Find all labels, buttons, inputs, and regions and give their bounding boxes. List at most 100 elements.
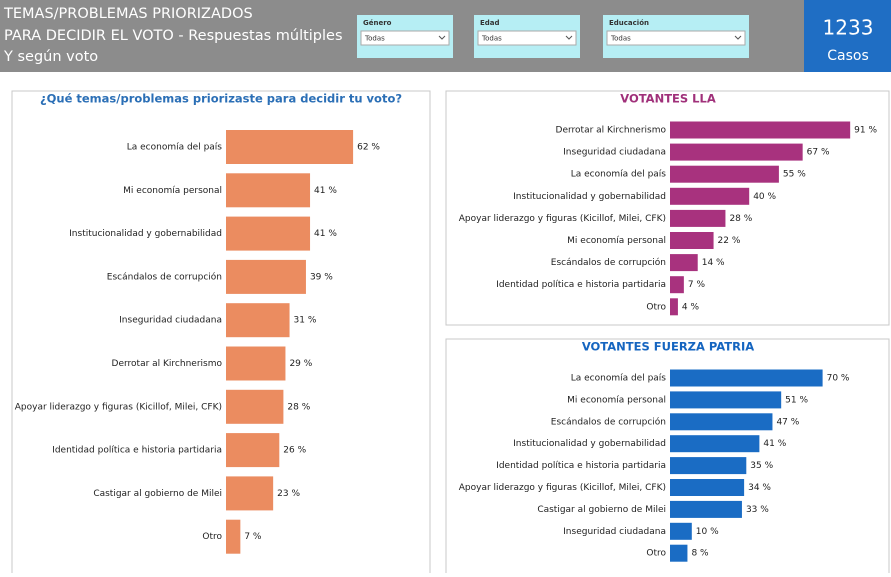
bar [670,143,803,161]
dropdown-value: Todas [364,35,385,43]
bar [226,216,311,251]
bar [226,173,311,208]
value-label: 28 % [729,214,752,224]
value-label: 14 % [702,258,725,268]
kpi-label: Casos [827,48,869,64]
category-label: Otro [646,549,666,559]
category-label: Derrotar al Kirchnerismo [556,126,667,136]
bar [670,165,779,183]
category-label: Apoyar liderazgo y figuras (Kicillof, Mi… [459,214,666,224]
dropdown-value: Todas [481,35,502,43]
bar [670,435,760,453]
bar [670,232,714,249]
category-label: La economía del país [127,143,223,153]
category-label: Identidad política e historia partidaria [496,280,666,290]
value-label: 41 % [314,186,337,196]
header-title: Y según voto [3,49,98,65]
dropdown[interactable] [606,30,746,46]
category-label: Mi economía personal [567,236,666,246]
category-label: Institucionalidad y gobernabilidad [513,439,666,449]
chart-title: VOTANTES LLA [620,92,716,106]
bar [226,389,284,424]
category-label: Castigar al gobierno de Milei [537,505,666,515]
filter-label: Género [363,19,392,27]
header-title: PARA DECIDIR EL VOTO - Respuestas múltip… [4,28,343,44]
value-label: 26 % [283,446,306,456]
category-label: Otro [646,302,666,312]
category-label: Identidad política e historia partidaria [52,446,222,456]
header-title: TEMAS/PROBLEMAS PRIORIZADOS [3,6,253,22]
kpi-card [804,0,891,72]
category-label: Inseguridad ciudadana [119,316,222,326]
value-label: 23 % [277,489,300,499]
value-label: 51 % [785,395,808,405]
bar [226,259,306,294]
category-label: Otro [202,532,222,542]
value-label: 28 % [287,402,310,412]
bar [670,187,750,205]
chart-title: ¿Qué temas/problemas priorizaste para de… [40,92,402,106]
category-label: Inseguridad ciudadana [563,527,666,537]
value-label: 31 % [294,316,317,326]
bar [670,413,773,431]
value-label: 8 % [691,549,709,559]
value-label: 7 % [244,532,262,542]
value-label: 40 % [753,192,776,202]
dropdown-chevron [438,35,446,40]
category-label: Institucionalidad y gobernabilidad [69,229,222,239]
value-label: 55 % [783,170,806,180]
value-label: 22 % [718,236,741,246]
bar [670,121,851,139]
category-label: Inseguridad ciudadana [563,148,666,158]
bar [226,476,274,511]
dropdown-value: Todas [610,35,631,43]
category-label: Identidad política e historia partidaria [496,461,666,471]
value-label: 62 % [357,143,380,153]
dropdown-chevron [734,35,742,40]
bar [670,479,745,496]
value-label: 34 % [748,483,771,493]
bar [670,254,698,272]
panel [11,90,431,577]
category-label: Mi economía personal [567,395,666,405]
value-label: 91 % [854,126,877,136]
kpi-value: 1233 [823,16,874,40]
bar [226,303,290,338]
bar [226,519,241,554]
panel [445,338,890,577]
category-label: La economía del país [571,170,667,180]
filter-label: Edad [480,19,500,27]
bar [226,346,286,381]
category-label: Escándalos de corrupción [551,416,666,427]
category-label: Escándalos de corrupción [107,271,222,282]
value-label: 10 % [696,527,719,537]
category-label: Derrotar al Kirchnerismo [112,359,223,369]
dropdown[interactable] [360,30,450,46]
category-label: La economía del país [571,374,667,384]
bar [226,130,354,164]
bar [670,276,684,294]
dropdown[interactable] [477,30,577,46]
category-label: Mi economía personal [123,186,222,196]
bar [670,544,688,562]
value-label: 33 % [746,505,769,515]
value-label: 39 % [310,272,333,282]
panel [445,90,890,326]
value-label: 70 % [827,374,850,384]
value-label: 67 % [807,148,830,158]
category-label: Apoyar liderazgo y figuras (Kicillof, Mi… [459,483,666,493]
value-label: 29 % [289,359,312,369]
bar [670,500,742,518]
value-label: 47 % [776,417,799,427]
category-label: Escándalos de corrupción [551,257,666,268]
value-label: 4 % [682,302,700,312]
bar [670,369,823,387]
bar [670,209,726,227]
filter-label: Educación [609,19,649,27]
bar [670,522,692,540]
bar [670,457,747,475]
value-label: 7 % [688,280,706,290]
value-label: 41 % [763,439,786,449]
